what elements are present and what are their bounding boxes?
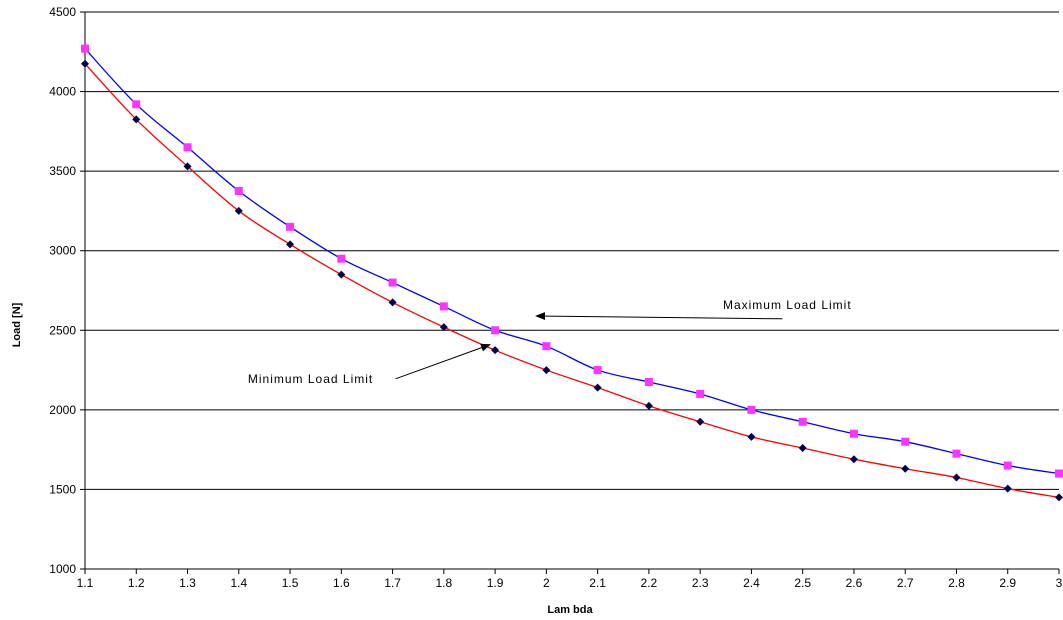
series-1-point bbox=[1003, 461, 1012, 470]
series-2-point bbox=[849, 455, 858, 464]
series-1-point bbox=[1055, 469, 1063, 478]
series-2-point bbox=[901, 464, 910, 473]
series-2-point bbox=[644, 401, 653, 410]
x-tick-label: 2 bbox=[543, 576, 550, 590]
series-1-point bbox=[747, 405, 756, 414]
y-tick-label: 2500 bbox=[49, 323, 76, 337]
series-2-point bbox=[1003, 484, 1012, 493]
series-1-point bbox=[81, 44, 89, 53]
series-1-point bbox=[132, 100, 141, 109]
annotation-arrow bbox=[395, 343, 491, 380]
x-tick-label: 2.9 bbox=[999, 576, 1016, 590]
series-2-point bbox=[286, 240, 295, 249]
x-tick-label: 2.3 bbox=[692, 576, 709, 590]
series-1-point bbox=[644, 378, 653, 387]
x-tick-label: 2.1 bbox=[589, 576, 606, 590]
series-2-point bbox=[439, 323, 448, 332]
series-2-point bbox=[491, 346, 500, 355]
x-tick-label: 1.8 bbox=[435, 576, 452, 590]
series-1-point bbox=[439, 302, 448, 311]
y-tick-label: 1500 bbox=[49, 482, 76, 496]
series-1-point bbox=[286, 222, 295, 231]
series-1-point bbox=[952, 449, 961, 458]
x-tick-label: 2.4 bbox=[743, 576, 760, 590]
series-1-point bbox=[183, 143, 192, 152]
x-tick-label: 2.2 bbox=[641, 576, 658, 590]
series-1-point bbox=[901, 437, 910, 446]
x-axis-title: Lam bda bbox=[547, 604, 593, 616]
y-tick-label: 3500 bbox=[49, 164, 76, 178]
annotation-label: Minimum Load Limit bbox=[248, 372, 373, 386]
x-tick-label: 2.6 bbox=[846, 576, 863, 590]
annotations: Maximum Load Limit Minimum Load Limit bbox=[248, 298, 852, 386]
x-tick-label: 1.2 bbox=[128, 576, 145, 590]
x-tick-label: 2.7 bbox=[897, 576, 914, 590]
y-tick-label: 4500 bbox=[49, 5, 76, 19]
x-tick-label: 1.9 bbox=[487, 576, 504, 590]
annotation-arrow bbox=[535, 312, 783, 321]
series-2-point bbox=[747, 432, 756, 441]
x-tick-label: 1.3 bbox=[179, 576, 196, 590]
series-2-point bbox=[542, 366, 551, 375]
series-1-point bbox=[337, 254, 346, 263]
series-2-point bbox=[183, 162, 192, 171]
series-2-point bbox=[952, 473, 961, 482]
fit-curves bbox=[84, 48, 1060, 499]
series-1-point bbox=[388, 278, 397, 287]
x-tick-label: 1.4 bbox=[230, 576, 247, 590]
x-tick-label: 1.7 bbox=[384, 576, 401, 590]
series-2-point bbox=[81, 59, 89, 68]
x-tick-label: 1.1 bbox=[77, 576, 94, 590]
series-2-point bbox=[337, 270, 346, 279]
series-1-point bbox=[491, 326, 500, 335]
series-2-point bbox=[132, 115, 141, 124]
series-1-point bbox=[593, 366, 602, 375]
series-2-point bbox=[234, 206, 243, 215]
data-markers bbox=[81, 44, 1063, 502]
grid-lines bbox=[85, 11, 1059, 490]
series-2-point bbox=[798, 444, 807, 453]
y-axis-title: Load [N] bbox=[11, 302, 23, 347]
series-2-curve bbox=[84, 63, 1060, 499]
annotation-label: Maximum Load Limit bbox=[723, 298, 852, 312]
series-1-point bbox=[798, 417, 807, 426]
series-2-point bbox=[593, 383, 602, 392]
axes bbox=[80, 11, 1060, 574]
x-tick-label: 2.5 bbox=[794, 576, 811, 590]
x-tick-label: 1.5 bbox=[282, 576, 299, 590]
y-tick-label: 1000 bbox=[49, 562, 76, 576]
series-1-point bbox=[849, 429, 858, 438]
series-1-point bbox=[234, 187, 243, 196]
series-2-point bbox=[1055, 493, 1063, 502]
y-tick-label: 3000 bbox=[49, 244, 76, 258]
x-tick-label: 3 bbox=[1056, 576, 1063, 590]
y-tick-label: 4000 bbox=[49, 85, 76, 99]
series-1-point bbox=[542, 342, 551, 351]
y-tick-label: 2000 bbox=[49, 403, 76, 417]
x-tick-label: 1.6 bbox=[333, 576, 350, 590]
series-2-point bbox=[388, 298, 397, 307]
series-1-point bbox=[696, 389, 705, 398]
x-tick-label: 2.8 bbox=[948, 576, 965, 590]
tick-labels: 1000 1500 2000 2500 3000 3500 4000 4500 1.1 1.2 1.… bbox=[49, 5, 1062, 590]
series-2-point bbox=[696, 417, 705, 426]
